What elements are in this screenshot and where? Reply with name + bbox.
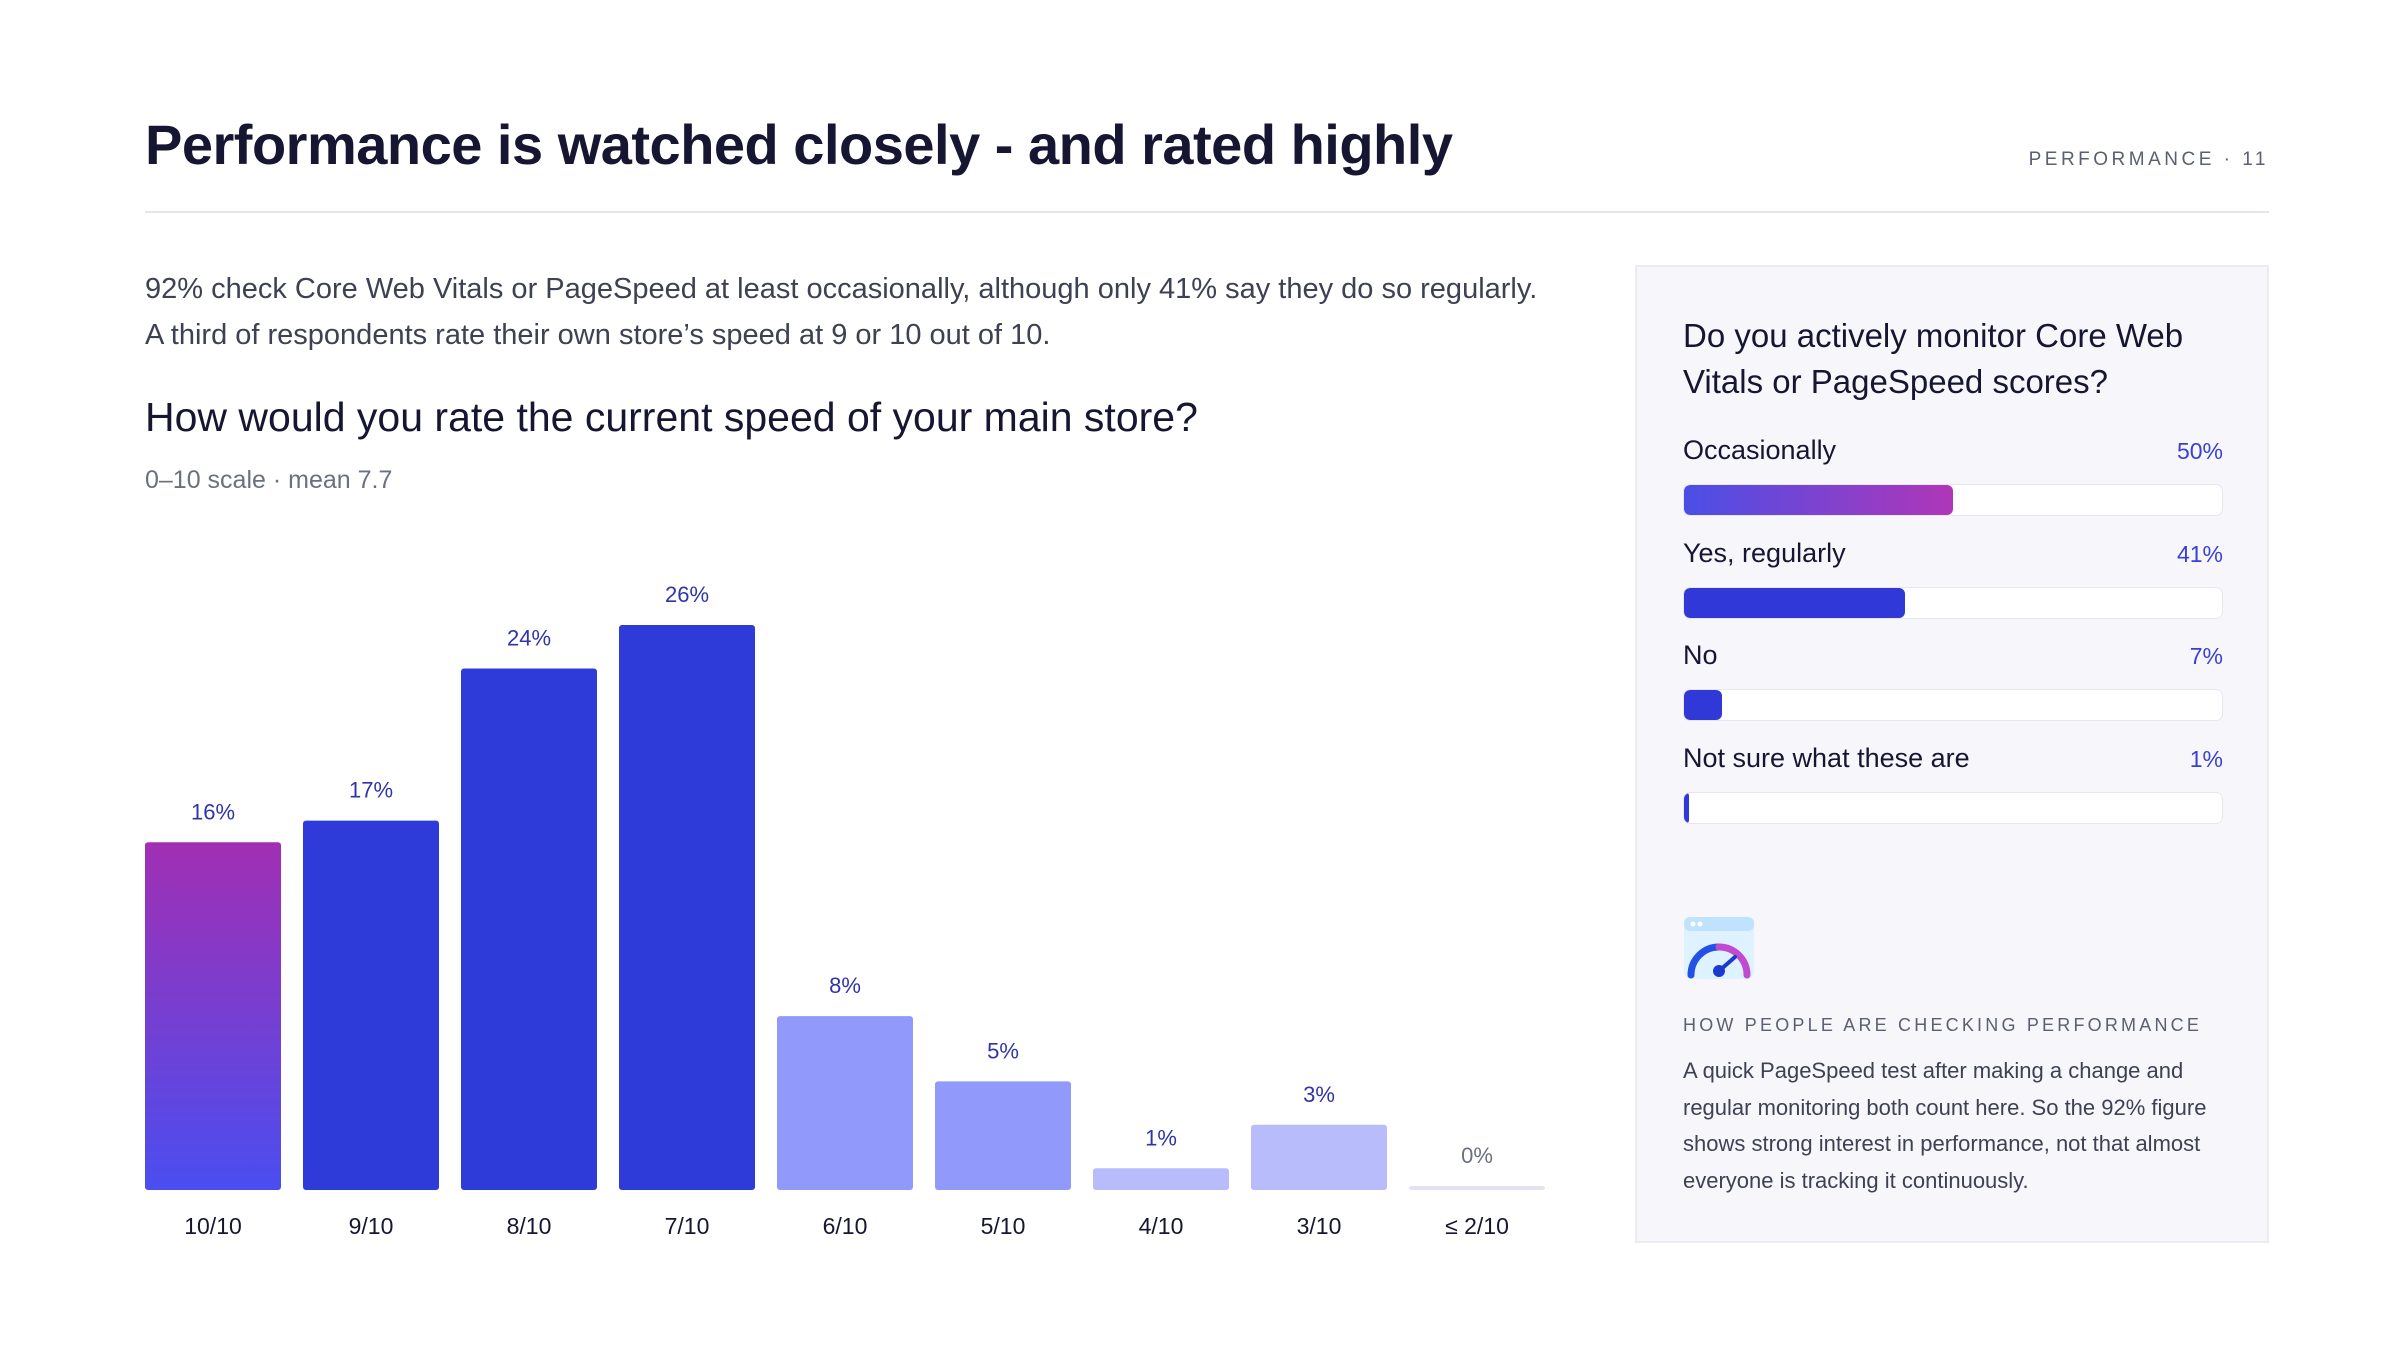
response-bar-fill <box>1684 485 1953 515</box>
response-bar-fill <box>1684 690 1722 720</box>
value-label: 24% <box>507 625 551 650</box>
panel-body: A quick PageSpeed test after making a ch… <box>1683 1058 2207 1193</box>
category-label: 7/10 <box>665 1213 710 1239</box>
chart-subtitle: 0–10 scale · mean 7.7 <box>145 466 393 494</box>
panel-question: Do you actively monitor Core Web Vitals … <box>1683 317 2184 400</box>
response-yes-regularly: Yes, regularly 41% <box>1683 538 2223 619</box>
response-bar-track <box>1683 689 2223 721</box>
response-label: Not sure what these are <box>1683 743 1970 773</box>
category-label: 9/10 <box>349 1213 394 1239</box>
response-bar-fill <box>1684 793 1690 823</box>
bar-9 <box>1409 1186 1545 1190</box>
response-label: Occasionally <box>1683 435 1837 465</box>
bar-3 <box>461 668 597 1190</box>
speed-rating-bar-chart: 16% 10/10 17% 9/10 24% 8/10 26% 7/10 8% 6/10 5% 5/1… <box>145 582 1545 1239</box>
value-label: 0% <box>1461 1143 1493 1168</box>
response-label: No <box>1683 640 1718 670</box>
bar-5 <box>777 1016 913 1190</box>
response-bar-track <box>1683 587 2223 619</box>
category-label: 6/10 <box>823 1213 868 1239</box>
response-no: No 7% <box>1683 640 2223 721</box>
page-section-tag: PERFORMANCE · 11 <box>2028 149 2269 170</box>
response-percent: 7% <box>2189 643 2223 669</box>
value-label: 3% <box>1303 1082 1335 1107</box>
response-percent: 50% <box>2176 438 2223 464</box>
category-label: ≤ 2/10 <box>1445 1213 1509 1239</box>
category-label: 10/10 <box>184 1213 242 1239</box>
intro-paragraph: 92% check Core Web Vitals or PageSpeed a… <box>145 273 1538 351</box>
bar-7 <box>1093 1168 1229 1190</box>
value-label: 5% <box>987 1038 1019 1063</box>
value-label: 8% <box>829 973 861 998</box>
chart-title: How would you rate the current speed of … <box>145 394 1198 440</box>
response-occasionally: Occasionally 50% <box>1683 435 2223 516</box>
bar-8 <box>1251 1124 1387 1190</box>
response-label: Yes, regularly <box>1683 538 1846 568</box>
response-percent: 1% <box>2189 746 2223 772</box>
value-label: 26% <box>665 582 709 607</box>
response-not-sure: Not sure what these are 1% <box>1683 743 2223 824</box>
panel-kicker: HOW PEOPLE ARE CHECKING PERFORMANCE <box>1683 1015 2203 1035</box>
response-bar-track <box>1683 484 2223 516</box>
monitoring-panel: Do you actively monitor Core Web Vitals … <box>1635 265 2269 1243</box>
header-divider <box>145 211 2269 213</box>
speed-gauge-icon <box>1684 917 1754 979</box>
category-label: 5/10 <box>981 1213 1026 1239</box>
value-label: 17% <box>349 778 393 803</box>
bar-6 <box>935 1081 1071 1190</box>
bar-2 <box>303 820 439 1190</box>
bar-1 <box>145 842 281 1190</box>
page-title: Performance is watched closely - and rat… <box>145 113 1453 176</box>
category-label: 8/10 <box>507 1213 552 1239</box>
value-label: 16% <box>191 799 235 824</box>
value-label: 1% <box>1145 1125 1177 1150</box>
response-percent: 41% <box>2176 541 2223 567</box>
category-label: 4/10 <box>1139 1213 1184 1239</box>
response-bar-track <box>1683 792 2223 824</box>
category-label: 3/10 <box>1297 1213 1342 1239</box>
bar-4 <box>619 625 755 1190</box>
response-bar-fill <box>1684 588 1905 618</box>
